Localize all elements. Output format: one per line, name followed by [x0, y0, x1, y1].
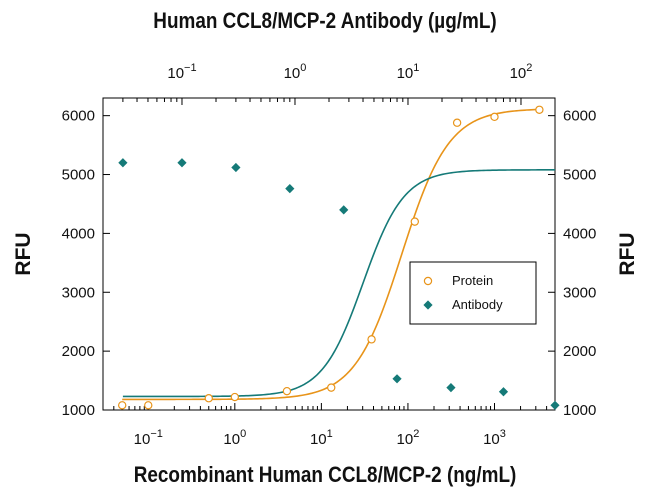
x-top-tick-label: 102: [510, 62, 533, 82]
y-tick-label-right: 6000: [563, 108, 596, 125]
protein-data-point: [367, 335, 376, 344]
y-tick-label-right: 1000: [563, 402, 596, 419]
antibody-data-point: [498, 387, 509, 397]
chart-title: Human CCL8/MCP-2 Antibody (µg/mL): [153, 8, 497, 33]
antibody-data-point: [285, 184, 295, 194]
protein-data-point: [410, 217, 419, 226]
data-points: [118, 105, 560, 410]
protein-data-point: [282, 386, 292, 396]
protein-data-point: [230, 392, 240, 402]
protein-data-point: [535, 105, 544, 114]
x-top-tick-label: 10−1: [167, 62, 196, 82]
y-axis-label-left: RFU: [12, 232, 35, 275]
y-tick-label-left: 6000: [62, 108, 95, 125]
y-axis-label-right: RFU: [616, 232, 639, 275]
antibody-data-point: [177, 158, 187, 168]
y-tick-label-left: 4000: [62, 225, 95, 242]
y-tick-label-right: 3000: [563, 284, 596, 301]
legend-box: [409, 261, 537, 325]
y-tick-label-left: 3000: [62, 284, 95, 301]
x-bottom-tick-label: 101: [310, 428, 333, 448]
protein-data-point: [490, 112, 499, 122]
y-tick-label-left: 1000: [62, 402, 95, 419]
x-bottom-tick-label: 103: [483, 428, 506, 448]
y-tick-label-right: 5000: [563, 167, 596, 184]
x-ticks-top: 10−1 100 101 102: [102, 62, 556, 105]
x-axis-label: Recombinant Human CCL8/MCP-2 (ng/mL): [133, 462, 517, 487]
x-top-tick-label: 100: [284, 62, 307, 82]
y-tick-label-left: 5000: [62, 167, 95, 184]
plot-frame: [102, 97, 556, 411]
x-bottom-tick-label: 10−1: [134, 428, 163, 448]
y-tick-label-right: 4000: [563, 225, 596, 242]
protein-data-point: [144, 401, 153, 410]
legend-label-protein: Protein: [452, 273, 493, 288]
x-bottom-tick-label: 102: [397, 428, 420, 448]
antibody-data-point: [392, 374, 402, 384]
y-tick-label-right: 2000: [563, 343, 596, 360]
protein-data-point: [452, 118, 462, 127]
protein-data-point: [204, 394, 213, 403]
x-ticks-bottom: 10−1 100 101 102 103: [102, 403, 556, 448]
legend-marker-antibody: [423, 300, 433, 310]
legend-label-antibody: Antibody: [452, 297, 503, 312]
x-top-tick-label: 101: [397, 62, 420, 82]
protein-data-point: [327, 383, 336, 392]
protein-data-point: [118, 401, 127, 410]
x-bottom-tick-label: 100: [223, 428, 246, 448]
y-ticks: 1000 1000 2000 2000 3000 3000 4000 4000 5000 5000…: [62, 108, 597, 419]
legend-marker-protein: [423, 276, 433, 286]
legend: Protein Antibody: [409, 261, 537, 325]
antibody-data-point: [118, 158, 128, 168]
antibody-data-point: [550, 400, 560, 410]
antibody-data-point: [446, 383, 456, 393]
y-tick-label-left: 2000: [62, 343, 95, 360]
fit-curves: [122, 108, 555, 401]
antibody-data-point: [231, 162, 241, 173]
antibody-data-point: [339, 205, 349, 215]
antibody-fit-curve: [122, 169, 555, 398]
protein-fit-curve: [122, 108, 540, 401]
